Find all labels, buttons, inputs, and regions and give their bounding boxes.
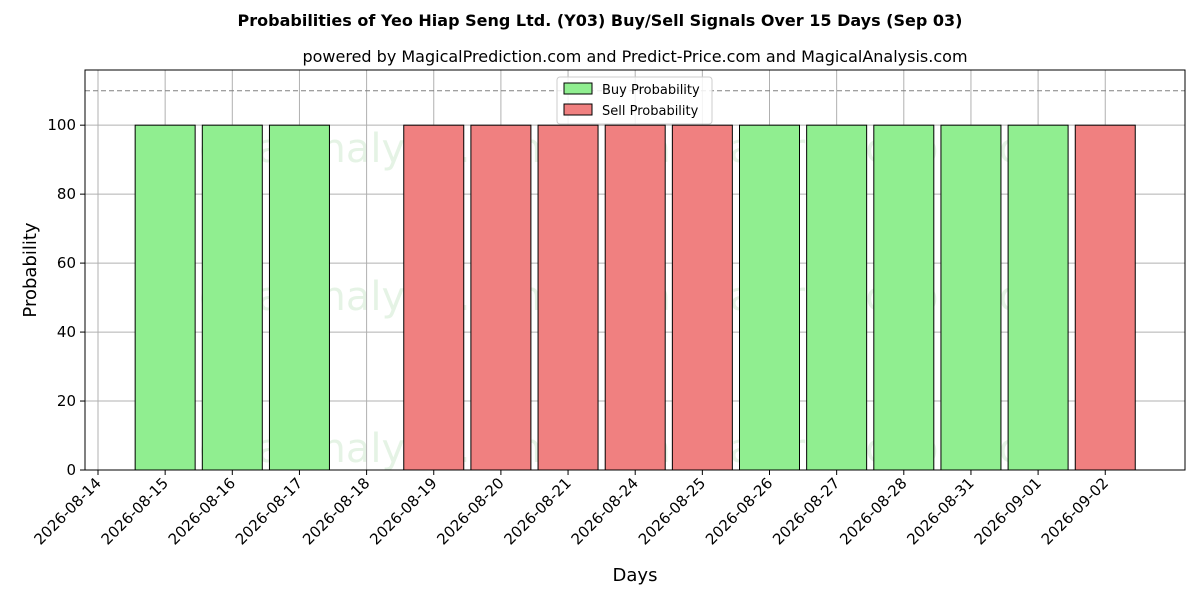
y-tick-label: 60 [57,254,76,272]
bar-buy-2026-08-27 [806,124,868,471]
x-axis-label: Days [613,565,658,586]
y-tick-label: 40 [57,323,76,341]
bar-sell-2026-08-24 [604,124,666,471]
bar-buy-2026-08-15 [134,124,196,471]
bar-buy-2026-08-16 [201,124,263,471]
bar-buy-2026-08-31 [940,124,1002,471]
bar-buy-2026-09-01 [1007,124,1069,471]
bar-sell-2026-08-19 [403,124,465,471]
legend-box [556,76,713,125]
y-axis-label: Probability [20,222,41,317]
legend-swatch-sell [563,103,593,116]
bar-buy-2026-08-28 [873,124,935,471]
bars [134,124,1136,471]
y-tick-label: 100 [47,116,76,134]
bar-sell-2026-08-20 [470,124,532,471]
legend-label-sell: Sell Probability [602,104,699,119]
legend-swatch-buy [563,82,593,95]
y-tick-label: 20 [57,392,76,410]
legend-label-buy: Buy Probability [602,83,700,98]
legend: Buy Probability Sell Probability [556,76,713,125]
y-tick-label: 80 [57,185,76,203]
bar-sell-2026-08-25 [671,124,733,471]
bar-buy-2026-08-26 [739,124,800,471]
y-tick-label: 0 [66,461,76,479]
bar-sell-2026-09-02 [1074,124,1136,471]
y-axis-ticks: 0 20 40 60 80 100 [47,116,85,479]
bar-buy-2026-08-17 [268,124,330,471]
chart-subtitle: powered by MagicalPrediction.com and Pre… [302,47,967,66]
chart-title: Probabilities of Yeo Hiap Seng Ltd. (Y03… [238,11,963,30]
bar-sell-2026-08-21 [537,124,599,471]
